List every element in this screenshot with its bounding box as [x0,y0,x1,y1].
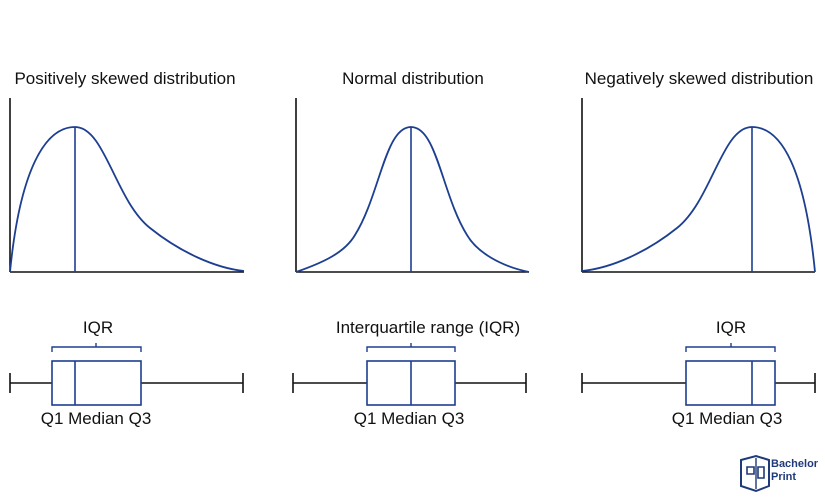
bachelorprint-logo-icon [740,454,770,493]
logo-line-2: Print [771,471,797,483]
boxplot-positive-skew [9,343,244,406]
quartile-labels-normal: Q1 Median Q3 [353,409,465,428]
iqr-label-negative: IQR [715,318,747,337]
title-normal: Normal distribution [342,69,484,88]
density-curve [581,126,816,273]
iqr-bracket [685,343,776,352]
logo-line-1: Bachelor [771,458,819,470]
panel-normal [295,98,530,273]
iqr-bracket [366,343,456,352]
boxplot-normal [292,343,527,406]
iqr-box [685,360,776,406]
title-negative-skew: Negatively skewed distribution [584,69,814,88]
panel-positive-skew [9,98,245,273]
iqr-box [51,360,142,406]
iqr-bracket [51,343,142,352]
quartile-labels-negative: Q1 Median Q3 [671,409,783,428]
panel-negative-skew [581,98,816,273]
quartile-labels-positive: Q1 Median Q3 [40,409,152,428]
boxplot-negative-skew [581,343,816,406]
title-positive-skew: Positively skewed distribution [14,69,236,88]
density-curve [9,126,245,273]
iqr-label-normal: Interquartile range (IQR) [335,318,521,337]
density-curve [295,126,530,273]
brand-logo: Bachelor Print [737,455,821,493]
iqr-label-positive: IQR [82,318,114,337]
